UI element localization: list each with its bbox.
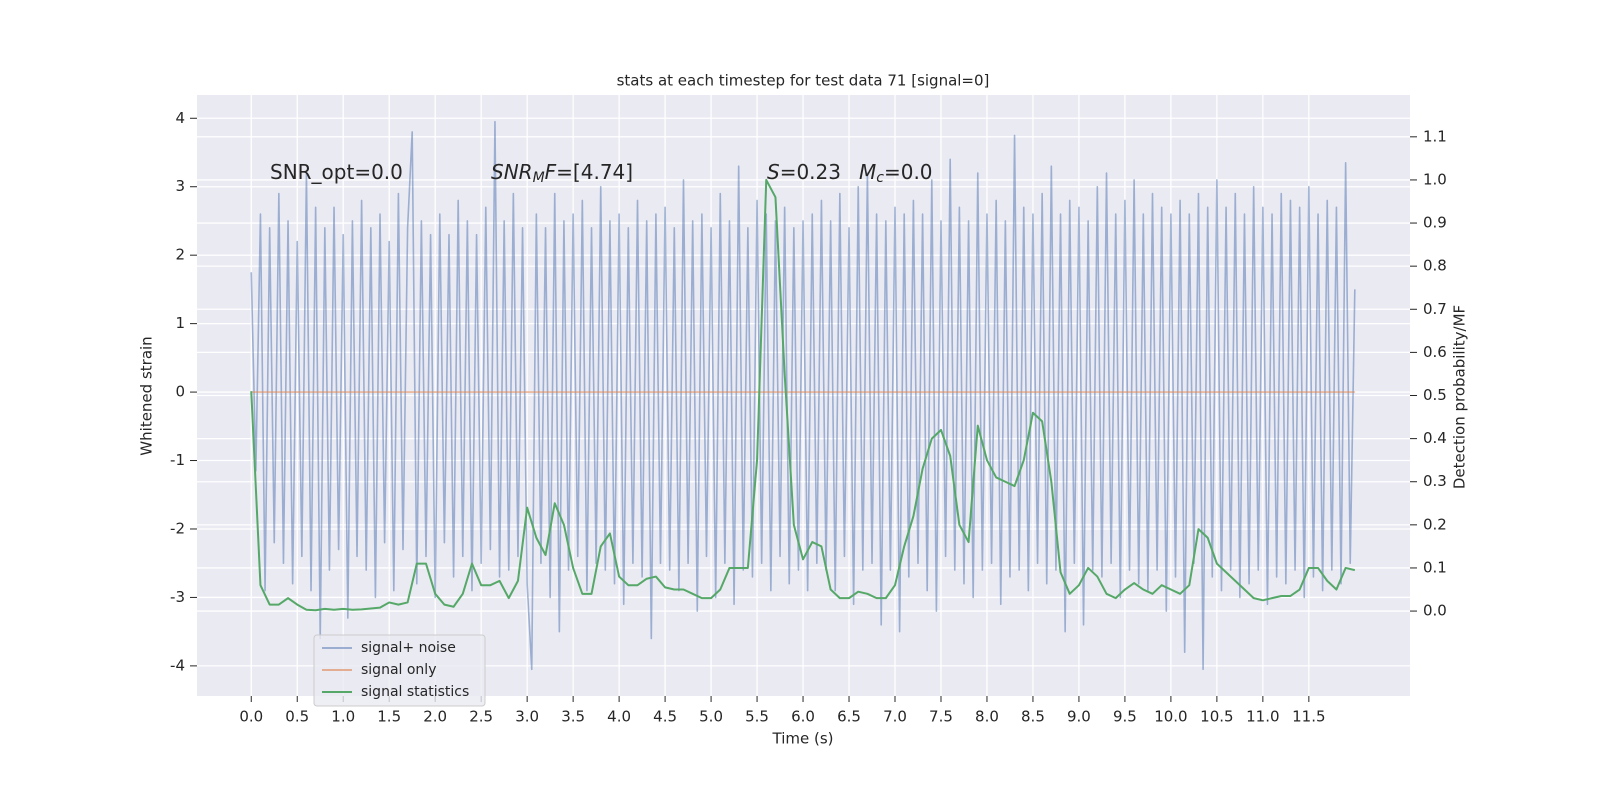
x-tick-label: 3.5 xyxy=(561,708,585,726)
x-tick-label: 10.0 xyxy=(1154,708,1187,726)
y-tick-label: 4 xyxy=(175,109,185,127)
y2-axis-label: Detection probability/MF xyxy=(1451,305,1469,489)
annotation-part: =0.23 xyxy=(780,160,841,184)
y-tick-label: 3 xyxy=(175,177,185,195)
x-tick-label: 6.0 xyxy=(791,708,815,726)
x-tick-label: 11.5 xyxy=(1292,708,1325,726)
y2-tick-label: 0.3 xyxy=(1423,472,1447,490)
x-tick-label: 5.5 xyxy=(745,708,769,726)
annotation-part: SNR xyxy=(491,160,533,184)
x-tick-label: 9.0 xyxy=(1067,708,1091,726)
annotation-part: M xyxy=(859,160,876,184)
annotation-part: SNR_opt=0.0 xyxy=(270,160,403,184)
legend-label: signal+ noise xyxy=(361,640,456,656)
x-tick-label: 7.0 xyxy=(883,708,907,726)
y2-tick-label: 0.0 xyxy=(1423,602,1447,620)
y2-tick-label: 0.7 xyxy=(1423,300,1447,318)
y2-tick-label: 0.6 xyxy=(1423,343,1447,361)
annotation: Mc=0.0 xyxy=(859,160,933,187)
legend-box xyxy=(313,634,486,707)
x-tick-label: 0.5 xyxy=(285,708,309,726)
x-tick-label: 8.5 xyxy=(1021,708,1045,726)
y-tick-label: -2 xyxy=(170,519,185,537)
y2-tick-label: 0.4 xyxy=(1423,429,1447,447)
series-line xyxy=(250,178,1356,612)
annotation: SNRMF=[4.74] xyxy=(491,160,633,187)
y-axis-label: Whitened strain xyxy=(138,336,156,455)
x-tick-label: 1.0 xyxy=(331,708,355,726)
annotation-part: M xyxy=(533,170,545,186)
y-tick-label: -4 xyxy=(170,656,185,674)
y2-tick-label: 1.0 xyxy=(1423,170,1447,188)
annotation: SNR_opt=0.0 xyxy=(270,160,403,184)
y2-tick-label: 0.5 xyxy=(1423,386,1447,404)
x-tick-label: 4.5 xyxy=(653,708,677,726)
y2-tick-label: 0.8 xyxy=(1423,257,1447,275)
y-tick-label: -1 xyxy=(170,451,185,469)
annotation-part: c xyxy=(876,170,884,186)
x-tick-label: 6.5 xyxy=(837,708,861,726)
x-tick-label: 10.5 xyxy=(1200,708,1233,726)
x-tick-label: 2.5 xyxy=(469,708,493,726)
x-tick-label: 8.0 xyxy=(975,708,999,726)
x-tick-label: 9.5 xyxy=(1113,708,1137,726)
legend-label: signal only xyxy=(361,662,436,678)
x-axis-label: Time (s) xyxy=(772,730,834,748)
y-tick-label: 0 xyxy=(175,383,185,401)
annotation-part: F xyxy=(545,160,557,184)
annotation-part: =[4.74] xyxy=(556,160,633,184)
x-tick-label: 3.0 xyxy=(515,708,539,726)
annotation-part: S xyxy=(767,160,780,184)
x-tick-label: 4.0 xyxy=(607,708,631,726)
y2-tick-label: 0.2 xyxy=(1423,515,1447,533)
y-tick-label: 2 xyxy=(175,246,185,264)
annotation: S=0.23 xyxy=(767,160,841,184)
y-tick-label: 1 xyxy=(175,314,185,332)
x-tick-label: 2.0 xyxy=(423,708,447,726)
chart-title: stats at each timestep for test data 71 … xyxy=(617,72,990,90)
series-line xyxy=(250,120,1356,671)
x-tick-label: 1.5 xyxy=(377,708,401,726)
annotation-part: =0.0 xyxy=(884,160,933,184)
y2-tick-label: 1.1 xyxy=(1423,127,1447,145)
x-tick-label: 11.0 xyxy=(1246,708,1279,726)
x-tick-label: 5.0 xyxy=(699,708,723,726)
y2-tick-label: 0.9 xyxy=(1423,214,1447,232)
x-tick-label: 0.0 xyxy=(239,708,263,726)
legend-label: signal statistics xyxy=(361,684,469,700)
y2-tick-label: 0.1 xyxy=(1423,558,1447,576)
x-tick-label: 7.5 xyxy=(929,708,953,726)
y-tick-label: -3 xyxy=(170,588,185,606)
